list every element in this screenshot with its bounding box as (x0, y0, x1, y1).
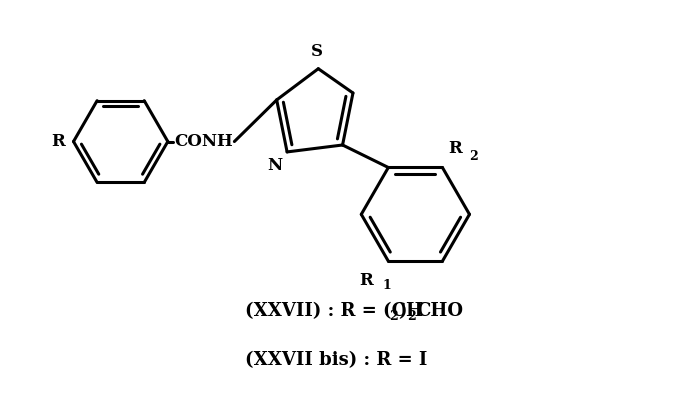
Text: R: R (52, 133, 65, 150)
Text: R: R (359, 271, 373, 288)
Text: CHO: CHO (416, 303, 463, 320)
Text: (XXVII) : R = (CH: (XXVII) : R = (CH (245, 303, 424, 320)
Text: R: R (448, 140, 462, 157)
Text: 2: 2 (407, 310, 416, 323)
Text: N: N (267, 158, 282, 175)
Text: (XXVII bis) : R = I: (XXVII bis) : R = I (245, 351, 428, 369)
Text: S: S (311, 43, 323, 60)
Text: ): ) (398, 303, 407, 320)
Text: 2: 2 (389, 310, 398, 323)
Text: 1: 1 (383, 279, 391, 292)
Text: 2: 2 (469, 150, 477, 163)
Text: CONH: CONH (175, 133, 233, 150)
